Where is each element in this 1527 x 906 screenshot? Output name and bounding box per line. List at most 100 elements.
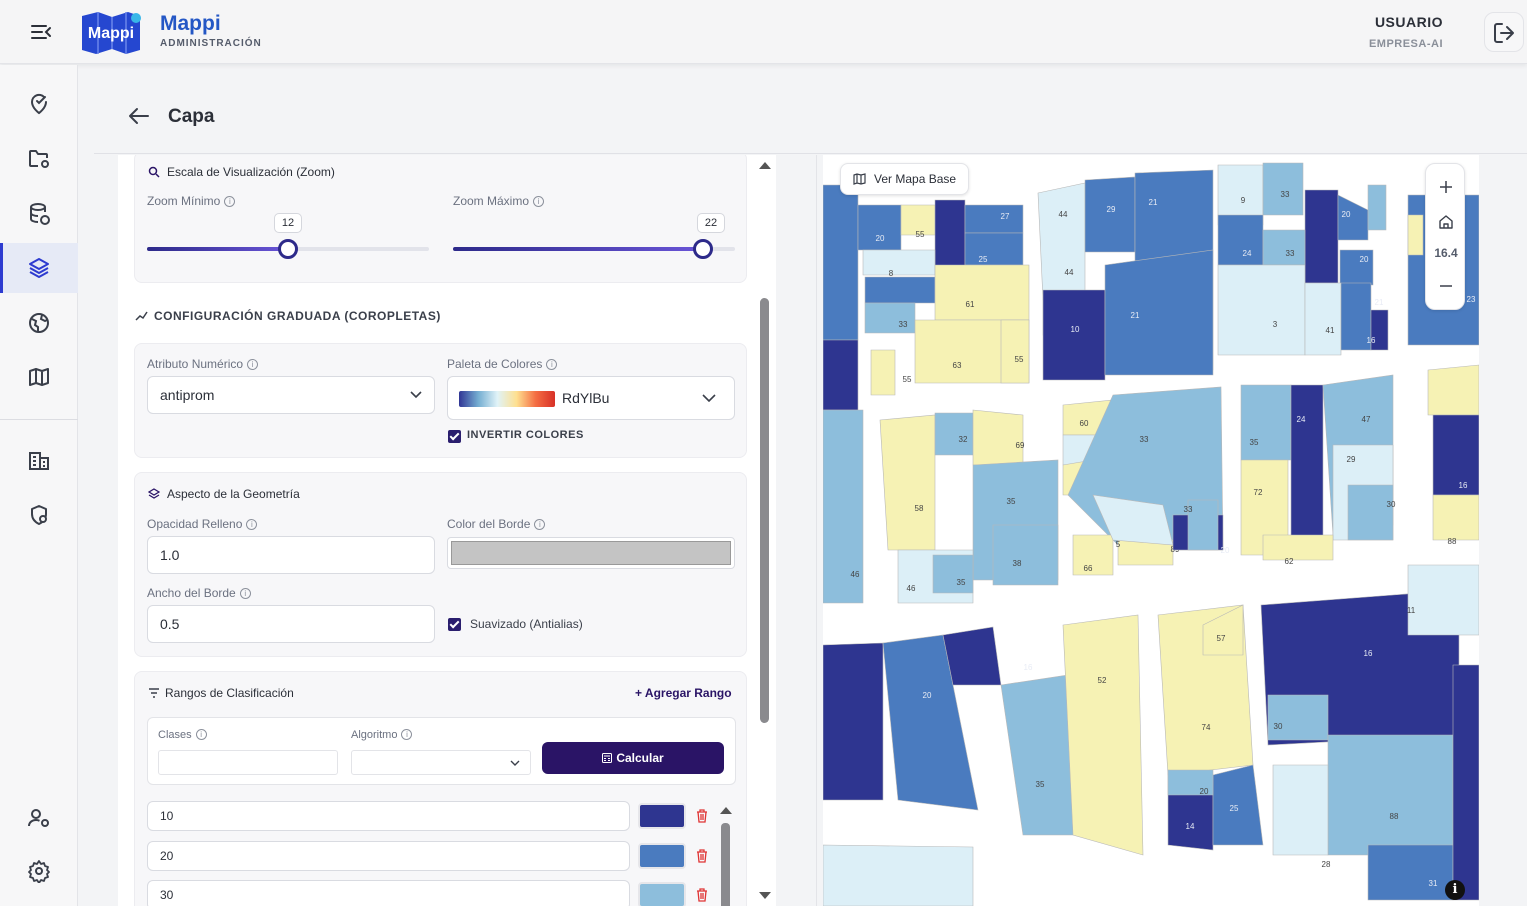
attr-label-text: Atributo Numérico [147,357,244,371]
range-color-swatch[interactable] [638,843,686,869]
map-parcel [964,204,1024,234]
map-view[interactable]: 46 20 55 27 25 8 33 61 55 63 55 44 29 21 44 10 21 9 33 20 24… [823,155,1479,906]
mappi-logo[interactable]: Mappi [80,10,142,54]
sidebar-item-map[interactable] [0,352,78,402]
map-parcel [864,276,936,304]
parcel-label: 41 [1326,326,1335,335]
sidebar-item-map-pin-check[interactable] [0,79,78,129]
parcel-label: 74 [1202,723,1211,732]
parcel-label: 23 [1467,295,1476,304]
sidebar-item-layers[interactable] [0,243,78,293]
range-value-input[interactable]: 30 [147,880,630,906]
opacity-label-text: Opacidad Relleno [147,517,243,531]
page-titlebar: Capa [94,80,1527,154]
sidebar-item-settings[interactable] [0,846,78,896]
parcel-label: 20 [1342,210,1351,219]
brand-name: Mappi [160,12,221,35]
map-parcel [992,524,1059,586]
brand-subtitle: ADMINISTRACIÓN [160,38,262,49]
parcel-label: 30 [1387,500,1396,509]
map-parcel [1304,282,1342,356]
ranges-card: Rangos de Clasificación + Agregar Rango … [134,671,747,906]
map-parcel [964,232,1024,266]
add-range-button[interactable]: + Agregar Rango [635,686,732,700]
attribute-select[interactable]: antiprom [147,376,435,414]
chevron-down-icon [702,394,716,402]
sidebar-item-globe[interactable] [0,298,78,348]
map-parcel [1167,769,1214,796]
parcel-label: 16 [1364,649,1373,658]
sidebar-item-folder-settings[interactable] [0,134,78,184]
info-icon[interactable]: i [224,196,236,207]
invert-colors-checkbox[interactable] [448,430,461,443]
sidebar-item-users-settings[interactable] [0,793,78,843]
info-icon[interactable]: i [195,729,207,740]
delete-range-icon[interactable] [696,888,708,902]
map-parcel [1062,614,1144,856]
map-parcel [1267,694,1329,741]
zoom-in-icon[interactable] [1439,180,1453,194]
info-icon[interactable]: i [534,519,546,530]
parcel-label: 72 [1254,488,1263,497]
map-icon [29,368,49,386]
border-width-input[interactable]: 0.5 [147,605,435,643]
building-icon [29,452,49,470]
ranges-scrollbar-thumb[interactable] [721,823,730,906]
parcel-label: 32 [959,435,968,444]
user-info[interactable]: USUARIO EMPRESA-AI [1369,14,1443,50]
sidebar-item-database-upload[interactable] [0,189,78,239]
info-icon[interactable]: i [533,196,545,207]
delete-range-icon[interactable] [696,849,708,863]
menu-collapse-icon[interactable] [28,20,54,44]
parcel-label: 33 [1184,505,1193,514]
info-icon[interactable]: i [246,519,258,530]
range-color-swatch[interactable] [638,803,686,829]
info-icon[interactable]: i [239,588,251,599]
home-icon[interactable] [1438,214,1454,230]
map-parcel [857,204,902,251]
zoom-min-thumb[interactable] [278,239,298,259]
logout-button[interactable] [1484,12,1524,52]
palette-select[interactable]: RdYlBu [447,376,735,420]
range-value-input[interactable]: 10 [147,801,630,831]
sidebar-item-building[interactable] [0,436,78,486]
scroll-up-icon[interactable] [719,805,733,815]
calculate-button[interactable]: Calcular [542,742,724,774]
opacity-label: Opacidad Relleno i [147,517,258,531]
back-button[interactable] [128,106,150,126]
parcel-label: 21 [1131,311,1140,320]
parcel-label: 20 [1221,546,1230,555]
zoom-max-label: Zoom Máximo i [453,194,545,208]
map-parcel [879,414,936,551]
algorithm-select[interactable] [351,750,531,775]
parcel-label: 35 [1036,780,1045,789]
sidebar-item-shield-user[interactable] [0,490,78,540]
page-title: Capa [168,106,215,127]
delete-range-icon[interactable] [696,809,708,823]
map-parcel [1407,214,1424,256]
opacity-input[interactable]: 1.0 [147,536,435,574]
info-icon[interactable]: i [247,359,259,370]
filter-icon [149,688,159,698]
range-color-swatch[interactable] [638,882,686,906]
map-parcel [1262,162,1304,216]
zoom-max-thumb[interactable] [693,239,713,259]
folder-settings-icon [29,150,49,168]
antialias-checkbox[interactable] [448,618,461,631]
map-zoom-controls: 16.4 [1425,163,1465,310]
border-color-picker[interactable] [447,537,735,569]
map-info-icon[interactable]: i [1445,880,1465,900]
info-icon[interactable]: i [401,729,413,740]
base-map-button[interactable]: Ver Mapa Base [840,163,969,195]
info-icon[interactable]: i [546,359,558,370]
classes-input[interactable] [158,750,338,775]
map-parcel [823,184,859,341]
range-value-input[interactable]: 20 [147,841,630,871]
panel-scrollbar-thumb[interactable] [760,298,769,723]
map-parcel [823,844,974,906]
parcel-label: 55 [1015,355,1024,364]
zoom-out-icon[interactable] [1439,284,1453,288]
panel-scrollbar[interactable] [758,155,772,906]
logo-text: Mappi [88,25,134,42]
